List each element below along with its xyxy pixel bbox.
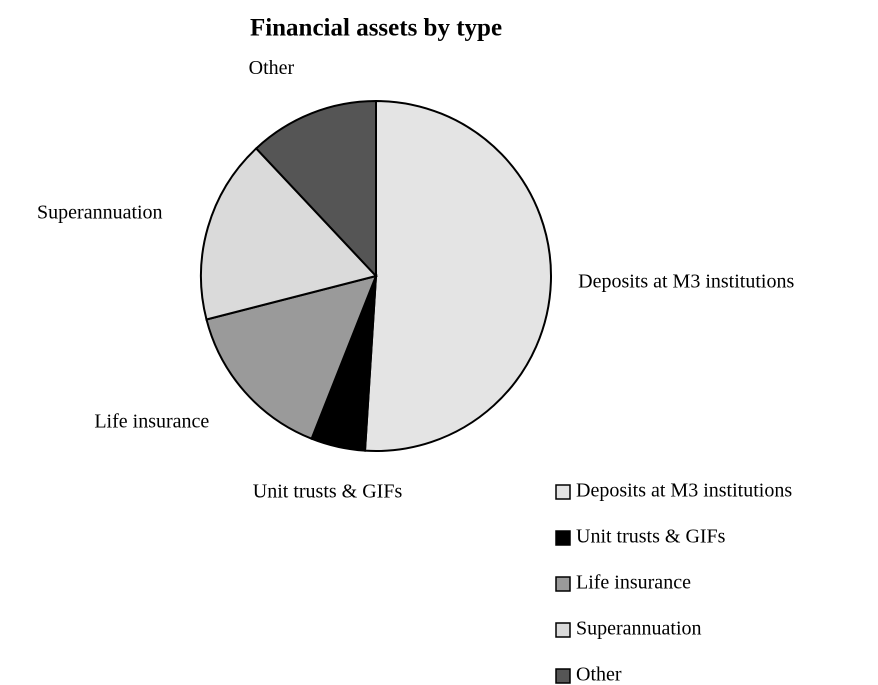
legend-label: Life insurance <box>576 572 691 594</box>
slice-label: Deposits at M3 institutions <box>578 271 794 293</box>
legend-label: Deposits at M3 institutions <box>576 480 792 502</box>
slice-label: Life insurance <box>94 411 209 433</box>
legend-swatch <box>555 576 571 592</box>
chart-title: Financial assets by type <box>250 15 502 42</box>
slice-label: Superannuation <box>37 202 163 224</box>
legend-label: Other <box>576 664 622 685</box>
legend-swatch <box>555 622 571 638</box>
legend-swatch <box>555 530 571 546</box>
legend-swatch <box>555 484 571 500</box>
pie-slice <box>200 147 378 321</box>
pie-slice <box>205 274 378 441</box>
legend-label: Superannuation <box>576 618 702 640</box>
legend-swatch <box>555 668 571 684</box>
pie-slice <box>254 99 377 279</box>
legend-label: Unit trusts & GIFs <box>576 526 726 548</box>
slice-label: Unit trusts & GIFs <box>253 480 403 502</box>
pie-slice <box>363 99 552 452</box>
slice-label: Other <box>249 57 295 79</box>
